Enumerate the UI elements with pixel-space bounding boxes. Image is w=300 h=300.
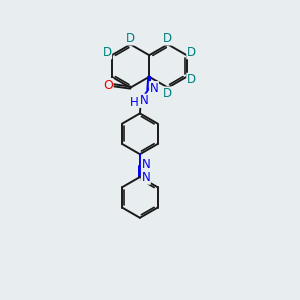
Text: D: D	[187, 73, 196, 86]
Text: N: N	[142, 171, 150, 184]
Text: D: D	[187, 46, 196, 59]
Text: N: N	[142, 158, 150, 172]
Text: N: N	[150, 82, 158, 95]
Text: H: H	[130, 96, 139, 109]
Text: D: D	[163, 32, 172, 45]
Text: O: O	[103, 79, 113, 92]
Text: N: N	[140, 94, 148, 107]
Text: D: D	[102, 46, 112, 59]
Text: D: D	[126, 32, 135, 45]
Text: D: D	[163, 87, 172, 100]
